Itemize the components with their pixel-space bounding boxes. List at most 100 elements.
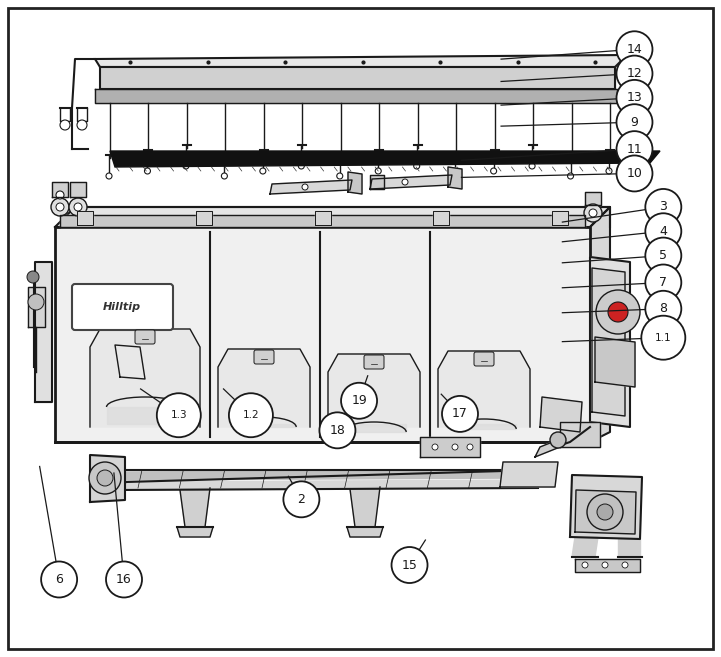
Text: 9: 9	[631, 116, 638, 129]
Circle shape	[106, 562, 142, 597]
Text: 3: 3	[660, 200, 667, 214]
Circle shape	[616, 56, 653, 91]
Text: 15: 15	[402, 558, 417, 572]
Text: EQUIPMENT
BROKER: EQUIPMENT BROKER	[220, 301, 386, 356]
Polygon shape	[35, 262, 52, 402]
Circle shape	[402, 179, 408, 185]
Polygon shape	[118, 480, 538, 490]
Circle shape	[616, 131, 653, 167]
Polygon shape	[500, 462, 558, 487]
Circle shape	[616, 80, 653, 116]
Circle shape	[74, 203, 82, 211]
Polygon shape	[433, 211, 449, 225]
Circle shape	[27, 271, 39, 283]
Circle shape	[582, 562, 588, 568]
Polygon shape	[452, 424, 516, 429]
Polygon shape	[572, 537, 598, 557]
Polygon shape	[348, 172, 362, 194]
Polygon shape	[118, 470, 538, 480]
Circle shape	[467, 444, 473, 450]
Text: 14: 14	[627, 43, 642, 56]
Circle shape	[69, 198, 87, 216]
Text: 17: 17	[452, 407, 468, 420]
Polygon shape	[55, 207, 610, 227]
Circle shape	[77, 120, 87, 130]
Ellipse shape	[224, 217, 598, 414]
Text: 13: 13	[627, 91, 642, 104]
Circle shape	[567, 173, 573, 179]
Circle shape	[183, 163, 189, 169]
Circle shape	[414, 163, 420, 169]
Polygon shape	[342, 424, 406, 432]
Circle shape	[221, 173, 227, 179]
Polygon shape	[177, 527, 213, 537]
Polygon shape	[438, 351, 530, 427]
Polygon shape	[535, 437, 565, 457]
Circle shape	[260, 168, 266, 174]
Circle shape	[442, 396, 478, 432]
Polygon shape	[55, 227, 590, 442]
Text: 2: 2	[298, 493, 305, 506]
Polygon shape	[95, 55, 627, 67]
Circle shape	[56, 191, 64, 199]
Circle shape	[645, 189, 681, 225]
Polygon shape	[575, 559, 640, 572]
Circle shape	[229, 394, 273, 437]
FancyBboxPatch shape	[254, 350, 274, 364]
Polygon shape	[585, 192, 601, 205]
Polygon shape	[370, 175, 452, 189]
Polygon shape	[328, 354, 420, 427]
Polygon shape	[552, 211, 568, 225]
Circle shape	[89, 462, 121, 494]
Polygon shape	[314, 211, 330, 225]
Circle shape	[283, 482, 319, 517]
Circle shape	[589, 209, 597, 217]
Circle shape	[337, 173, 342, 179]
Circle shape	[302, 184, 308, 190]
Circle shape	[41, 562, 77, 597]
Polygon shape	[115, 345, 145, 379]
Polygon shape	[370, 175, 384, 189]
Circle shape	[392, 547, 428, 583]
Text: 16: 16	[116, 573, 132, 586]
Circle shape	[298, 163, 304, 169]
Text: 4: 4	[660, 225, 667, 238]
Circle shape	[452, 173, 458, 179]
Text: 7: 7	[659, 276, 668, 289]
Circle shape	[452, 444, 458, 450]
Polygon shape	[110, 151, 660, 167]
Circle shape	[641, 316, 686, 359]
Text: 5: 5	[659, 249, 668, 262]
Polygon shape	[595, 337, 635, 387]
FancyBboxPatch shape	[474, 352, 494, 366]
Text: 19: 19	[351, 394, 367, 407]
Text: 12: 12	[627, 67, 642, 80]
Polygon shape	[570, 475, 642, 539]
Polygon shape	[110, 325, 130, 347]
Polygon shape	[540, 397, 582, 432]
Polygon shape	[420, 437, 480, 457]
Polygon shape	[618, 539, 640, 557]
Circle shape	[51, 198, 69, 216]
Circle shape	[596, 290, 640, 334]
Circle shape	[616, 156, 653, 191]
Circle shape	[597, 504, 613, 520]
Circle shape	[616, 104, 653, 140]
Circle shape	[622, 562, 628, 568]
Text: 1.2: 1.2	[242, 410, 260, 420]
Circle shape	[628, 122, 638, 132]
Polygon shape	[28, 287, 45, 327]
FancyBboxPatch shape	[135, 330, 155, 344]
Circle shape	[97, 470, 113, 486]
Circle shape	[319, 413, 355, 448]
Circle shape	[616, 32, 653, 67]
Circle shape	[645, 214, 681, 249]
Circle shape	[490, 168, 497, 174]
Circle shape	[144, 168, 151, 174]
Polygon shape	[60, 215, 585, 227]
Circle shape	[606, 168, 612, 174]
Circle shape	[587, 494, 623, 530]
Circle shape	[645, 265, 681, 300]
Polygon shape	[448, 167, 462, 189]
Text: 10: 10	[627, 167, 642, 180]
